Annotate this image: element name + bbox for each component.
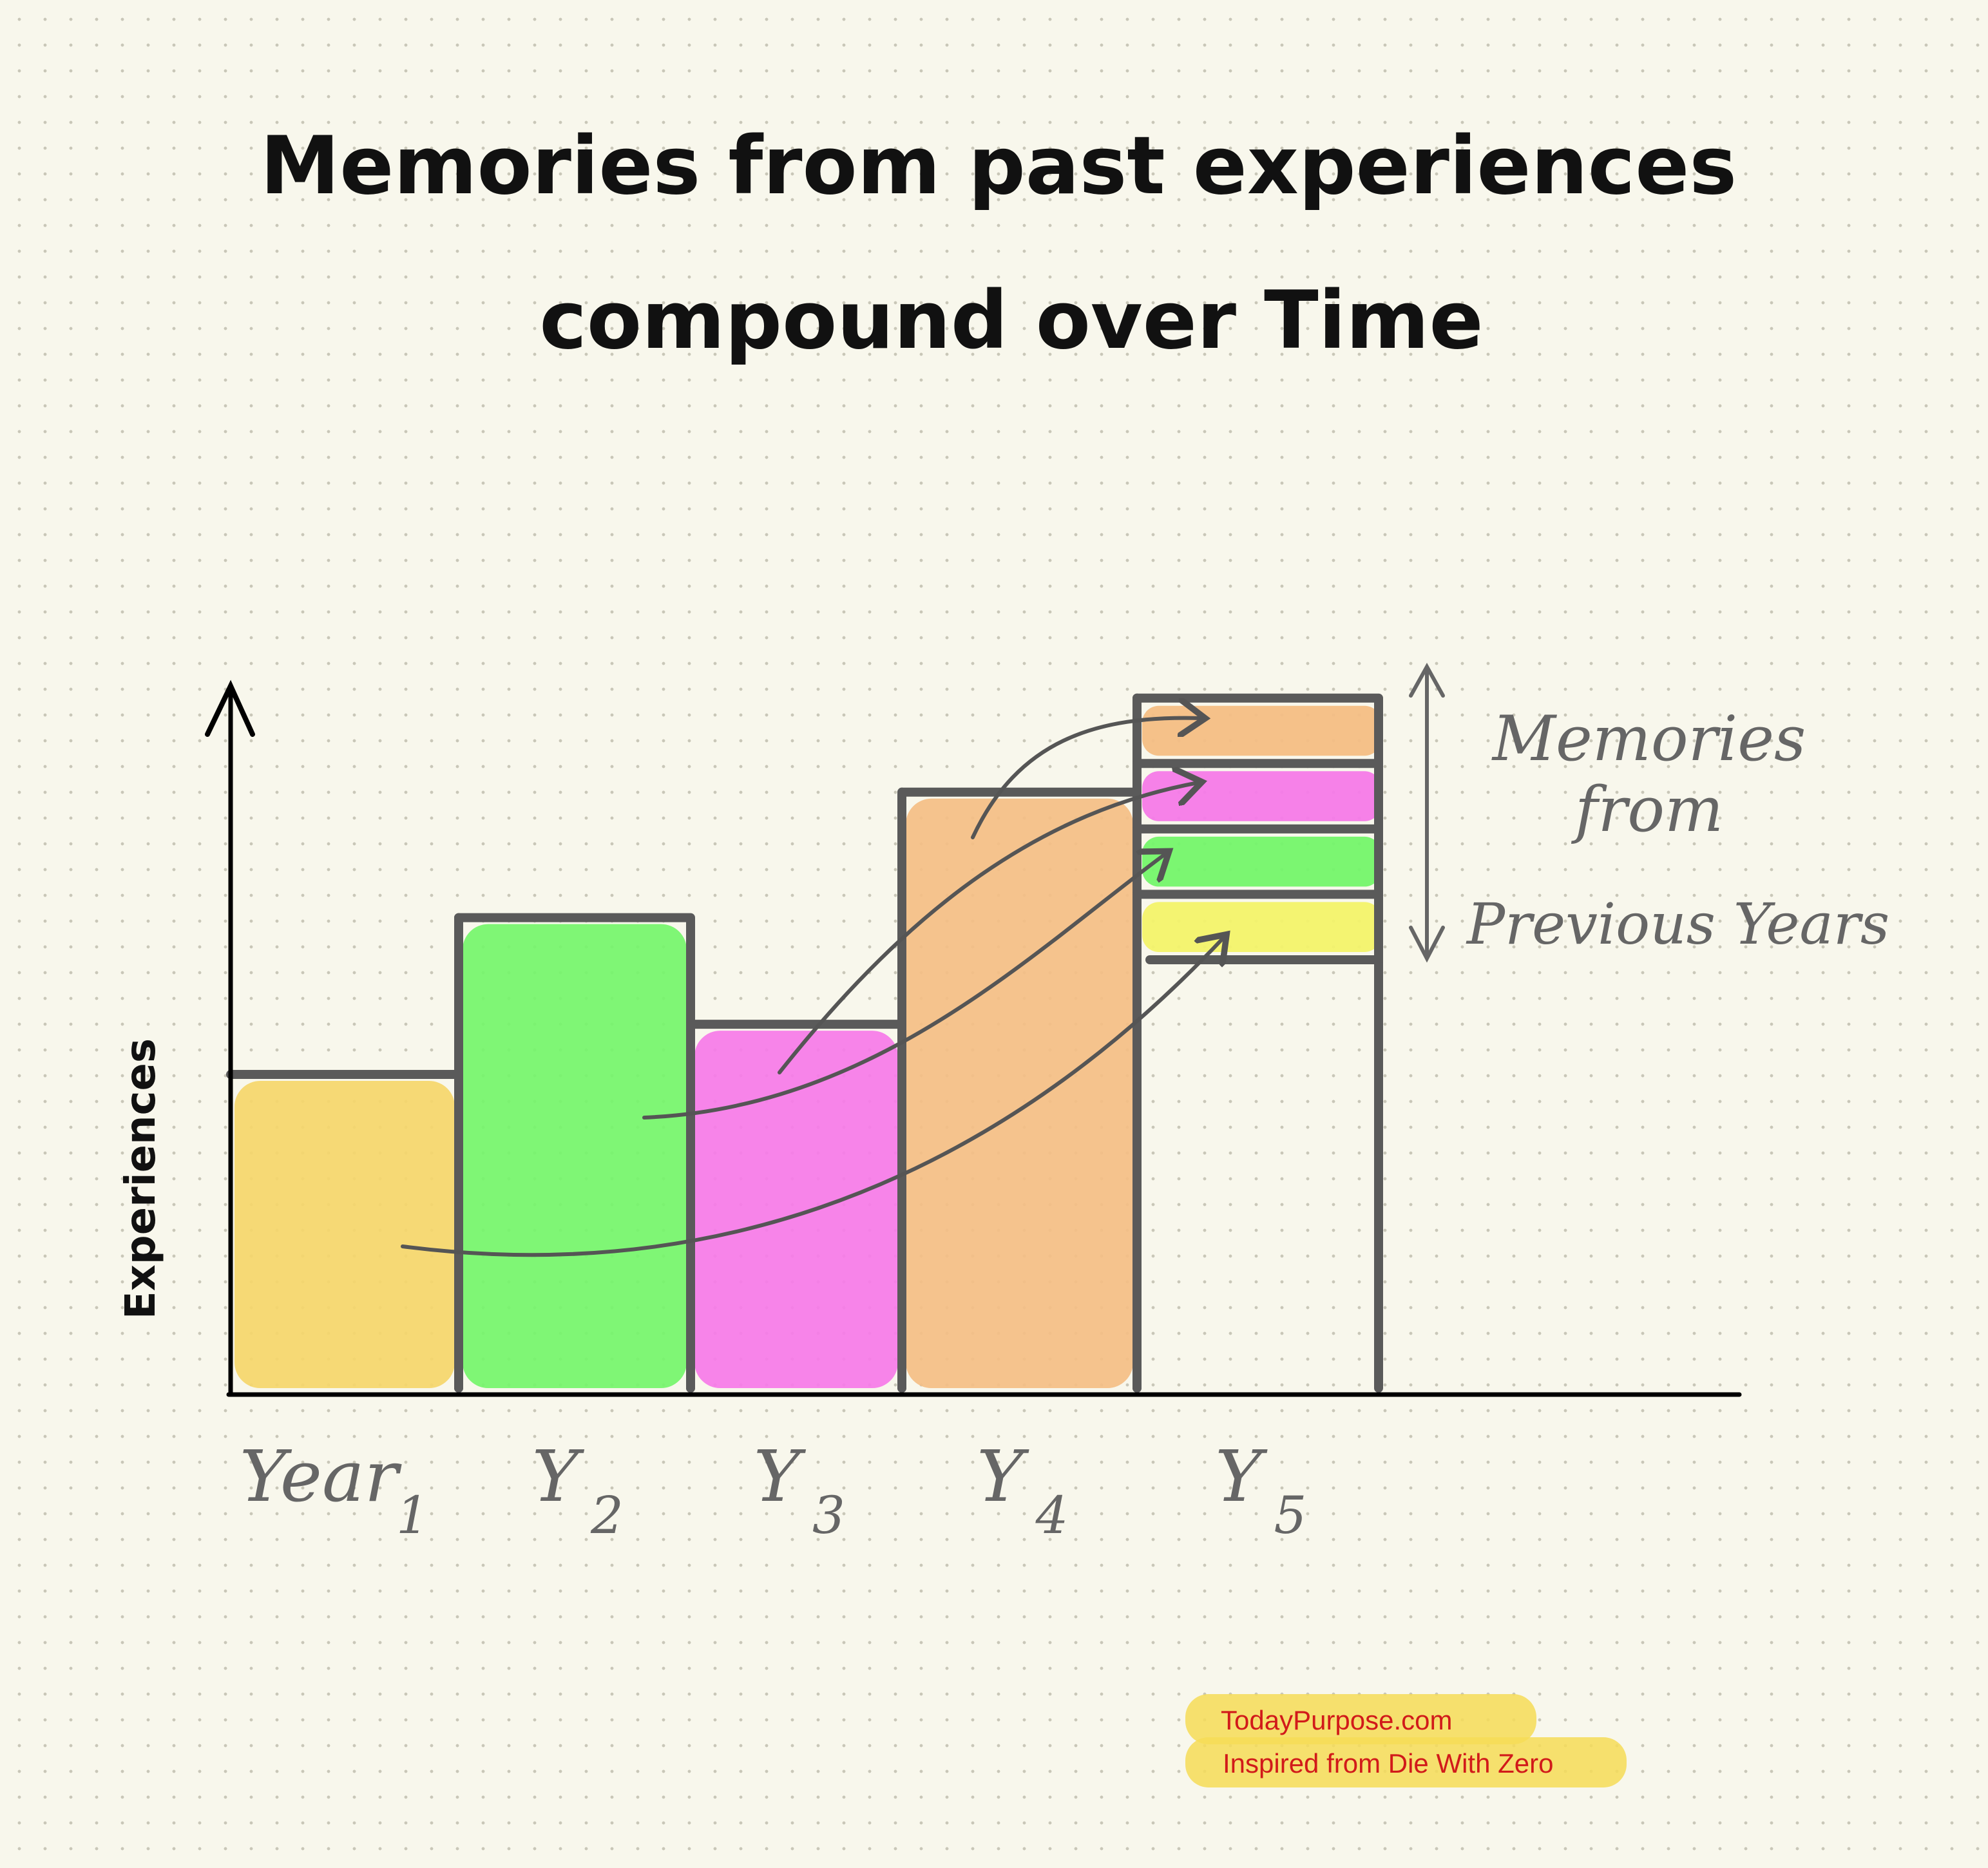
memory-arrow-y4 <box>971 718 1201 839</box>
x-tick-label-5: Y <box>1215 1435 1268 1518</box>
memory-arrow-y2 <box>642 853 1166 1120</box>
x-tick-subscript-2: 2 <box>590 1485 624 1545</box>
bar-fills <box>234 798 1133 1388</box>
bar-fill-2 <box>463 924 687 1388</box>
memory-arrows <box>401 718 1224 1257</box>
memories-bracket <box>1409 662 1445 963</box>
chart-title-line-2: compound over Time <box>539 274 1483 367</box>
credit-highlight-2 <box>1185 1737 1627 1787</box>
memory-layer-3 <box>1142 771 1381 821</box>
annotation-line-2: from <box>1571 774 1723 846</box>
credit-site: TodayPurpose.com <box>1221 1705 1453 1735</box>
x-tick-subscript-4: 4 <box>1035 1485 1069 1545</box>
memory-layer-1 <box>1142 902 1381 952</box>
x-tick-label-3: Y <box>754 1435 807 1518</box>
credits: TodayPurpose.com Inspired from Die With … <box>1185 1694 1627 1787</box>
annotation-line-3: Previous Years <box>1466 891 1889 957</box>
x-tick-subscript-5: 5 <box>1274 1485 1307 1545</box>
x-tick-subscript-1: 1 <box>396 1485 429 1545</box>
y-axis-arrow-icon <box>205 680 255 737</box>
memory-arrow-y3 <box>778 783 1198 1074</box>
bar-fill-4 <box>906 798 1133 1388</box>
memory-arrow-year1 <box>401 937 1224 1257</box>
bar-fill-1 <box>234 1081 455 1388</box>
bar-fill-3 <box>694 1031 898 1388</box>
credit-highlight-1 <box>1185 1694 1536 1744</box>
axes <box>205 680 1742 1397</box>
bar-outlines <box>226 693 1383 1393</box>
x-tick-label-2: Y <box>532 1435 585 1518</box>
x-tick-label-1: Year <box>240 1435 403 1518</box>
memory-layer-2 <box>1142 836 1381 887</box>
bracket-up-arrow-icon <box>1409 662 1445 698</box>
bar-outline-5 <box>1133 693 1383 1393</box>
credit-inspired: Inspired from Die With Zero <box>1223 1748 1553 1778</box>
x-tick-subscript-3: 3 <box>812 1485 845 1545</box>
x-tick-label-4: Y <box>977 1435 1029 1518</box>
bracket-down-arrow-icon <box>1409 926 1445 963</box>
chart-title-line-1: Memories from past experiences <box>260 120 1737 213</box>
annotation-line-1: Memories <box>1491 703 1806 775</box>
y-axis-label: Experiences <box>117 1038 165 1319</box>
memory-layer-4 <box>1142 705 1381 756</box>
